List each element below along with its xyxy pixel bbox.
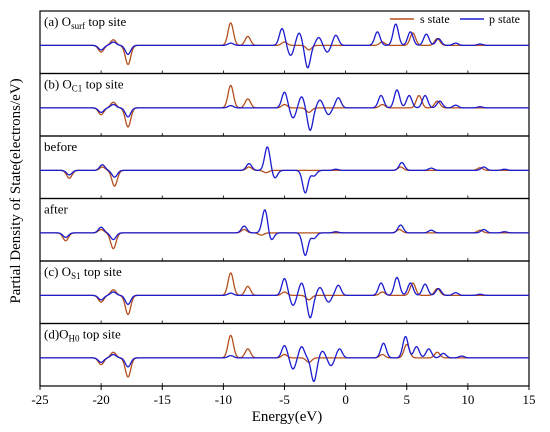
- x-tick-label: -15: [154, 392, 171, 407]
- panel-label: (a) Osurf top site: [44, 14, 126, 31]
- panel-label: (c) OS1 top site: [44, 264, 122, 281]
- panel-3: before: [39, 135, 530, 200]
- x-tick-label: -10: [215, 392, 232, 407]
- panel-label: (b) OC1 top site: [44, 77, 124, 94]
- panel-label: after: [44, 202, 68, 217]
- legend-label-p: p state: [489, 12, 520, 26]
- p-state-line: [39, 276, 530, 319]
- x-tick-label: 10: [461, 392, 474, 407]
- x-axis-label: Energy(eV): [252, 409, 323, 425]
- p-state-line: [39, 335, 530, 383]
- x-tick-label: 5: [404, 392, 411, 407]
- p-state-line: [39, 209, 530, 256]
- x-axis: -25 -20 -15 -10 -5 0 5 10 15: [31, 386, 536, 407]
- x-tick-label: 0: [342, 392, 349, 407]
- x-tick-label: -5: [279, 392, 290, 407]
- panel-2: (b) OC1 top site: [39, 72, 530, 137]
- x-tick-label: -20: [92, 392, 109, 407]
- legend: s state p state: [390, 12, 520, 26]
- panel-1: (a) Osurf top site: [39, 10, 530, 75]
- legend-label-s: s state: [420, 12, 450, 26]
- y-axis-label: Partial Density of State(electrons/eV): [8, 78, 24, 303]
- p-state-line: [39, 23, 530, 69]
- p-state-line: [39, 89, 530, 131]
- panel-label: (d)OH0 top site: [44, 327, 121, 344]
- panel-frame: [39, 197, 530, 262]
- panel-4: after: [39, 197, 530, 262]
- panel-5: (c) OS1 top site: [39, 260, 530, 325]
- panel-label: before: [44, 139, 77, 154]
- panel-frame: [39, 135, 530, 200]
- p-state-line: [39, 146, 530, 194]
- x-tick-label: -25: [31, 392, 48, 407]
- s-state-line: [39, 334, 530, 378]
- panels: (a) Osurf top site (b) OC1 top site before…: [39, 10, 530, 387]
- x-tick-label: 15: [523, 392, 536, 407]
- panel-6: (d)OH0 top site: [39, 322, 530, 387]
